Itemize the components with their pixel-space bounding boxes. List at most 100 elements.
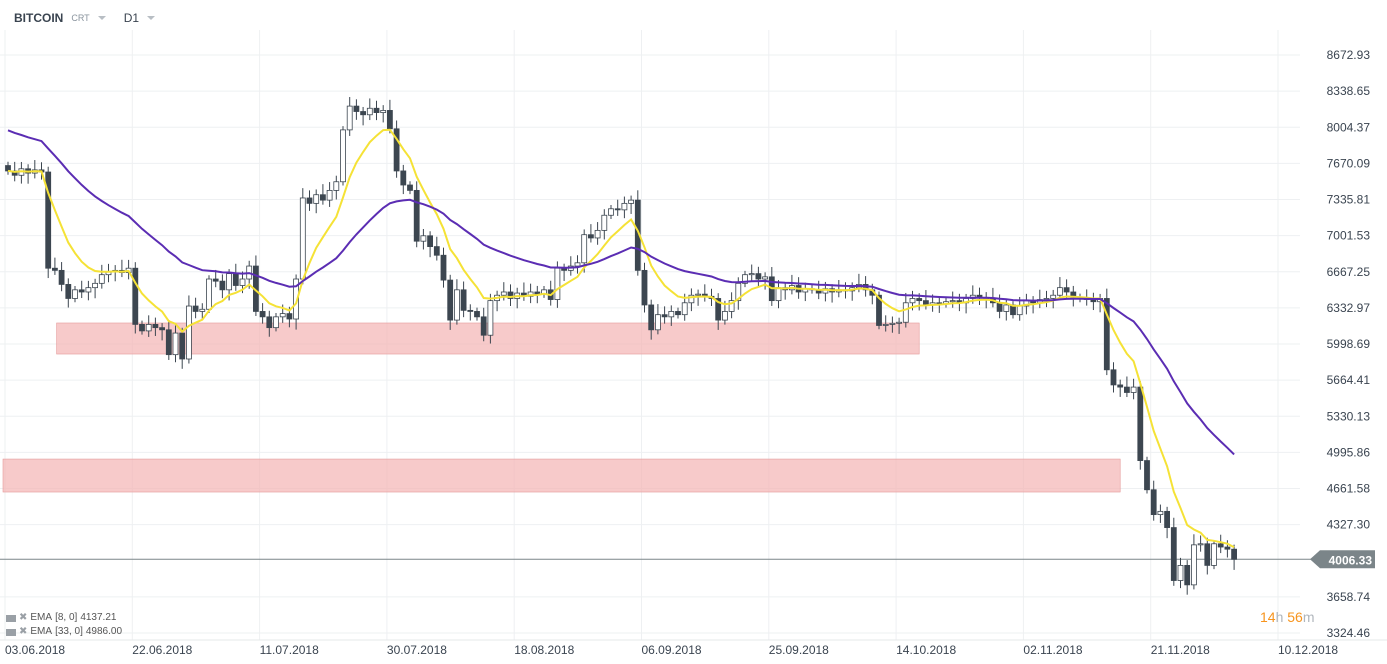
candle-bearish bbox=[427, 235, 434, 247]
candle-bullish bbox=[628, 199, 634, 204]
y-tick-label: 8338.65 bbox=[1327, 84, 1371, 98]
candle-bearish bbox=[219, 280, 226, 291]
candle-bullish bbox=[574, 262, 581, 267]
close-icon[interactable]: ✖ bbox=[19, 626, 28, 637]
candle-bearish bbox=[996, 302, 1003, 312]
candle-bullish bbox=[748, 273, 755, 276]
candle-bullish bbox=[594, 229, 601, 239]
candle-bullish bbox=[326, 190, 333, 201]
candle-bearish bbox=[614, 208, 621, 211]
candle-bearish bbox=[400, 170, 407, 186]
candle-bearish bbox=[360, 111, 367, 116]
candle-bullish bbox=[380, 110, 387, 113]
timer-hours: 14 bbox=[1260, 609, 1276, 625]
candle-bearish bbox=[1164, 510, 1170, 528]
timer-minutes: 56 bbox=[1287, 609, 1303, 625]
candle-bearish bbox=[139, 324, 145, 332]
chevron-down-icon[interactable] bbox=[147, 16, 156, 20]
candle-bearish bbox=[165, 329, 172, 356]
ema-8-line bbox=[7, 128, 1235, 549]
candle-bullish bbox=[145, 324, 152, 332]
candle-timer: 14h 56m bbox=[1260, 609, 1315, 625]
candle-bearish bbox=[916, 298, 923, 302]
candle-bullish bbox=[1057, 287, 1063, 296]
candle-bearish bbox=[440, 254, 447, 281]
symbol-label[interactable]: BITCOIN bbox=[14, 11, 64, 25]
x-tick-label: 11.07.2018 bbox=[260, 643, 319, 657]
chevron-down-icon[interactable] bbox=[97, 16, 106, 20]
candle-bearish bbox=[407, 184, 413, 191]
candle-bearish bbox=[661, 314, 668, 318]
candle-bearish bbox=[373, 107, 380, 113]
candle-bearish bbox=[1144, 460, 1150, 491]
candle-bearish bbox=[393, 128, 400, 172]
y-tick-label: 7001.53 bbox=[1327, 229, 1371, 243]
candle-bearish bbox=[179, 332, 186, 360]
candle-bullish bbox=[239, 278, 246, 286]
candle-bearish bbox=[433, 246, 440, 256]
y-tick-label: 6667.25 bbox=[1327, 265, 1371, 279]
candle-bullish bbox=[621, 202, 628, 211]
candle-bearish bbox=[58, 269, 65, 285]
candle-bearish bbox=[1110, 369, 1117, 386]
candle-bearish bbox=[132, 267, 139, 325]
candle-bearish bbox=[212, 278, 219, 282]
candle-bullish bbox=[1197, 543, 1204, 546]
candle-bullish bbox=[896, 321, 902, 324]
candle-bearish bbox=[1103, 298, 1110, 371]
candle-bullish bbox=[889, 322, 896, 325]
candle-bearish bbox=[1124, 386, 1130, 393]
y-tick-label: 3324.46 bbox=[1327, 626, 1371, 640]
x-tick-label: 30.07.2018 bbox=[387, 643, 447, 657]
candle-bearish bbox=[159, 327, 166, 331]
candle-bullish bbox=[1177, 564, 1184, 581]
current-price-value: 4006.33 bbox=[1329, 553, 1373, 567]
x-tick-label: 14.10.2018 bbox=[896, 643, 956, 657]
y-tick-label: 5998.69 bbox=[1327, 337, 1371, 351]
candle-bullish bbox=[185, 305, 192, 360]
chart-type-select[interactable]: CRT bbox=[71, 13, 90, 23]
candle-bearish bbox=[1184, 564, 1191, 586]
candle-bearish bbox=[876, 294, 882, 326]
candle-bearish bbox=[5, 165, 11, 172]
close-icon[interactable]: ✖ bbox=[19, 612, 28, 623]
candle-bearish bbox=[45, 171, 52, 269]
y-tick-label: 4995.86 bbox=[1327, 445, 1371, 459]
candle-bearish bbox=[259, 311, 266, 318]
y-tick-label: 8004.37 bbox=[1327, 120, 1371, 134]
candle-bearish bbox=[1150, 489, 1157, 516]
x-tick-label: 03.06.2018 bbox=[5, 643, 65, 657]
indicator-name: EMA bbox=[30, 626, 53, 637]
candle-bullish bbox=[742, 274, 748, 284]
candle-bearish bbox=[474, 311, 480, 318]
timeframe-select[interactable]: D1 bbox=[123, 11, 140, 25]
candle-bullish bbox=[273, 316, 279, 329]
candle-bullish bbox=[601, 214, 608, 231]
y-tick-label: 6332.97 bbox=[1327, 301, 1371, 315]
indicator-value: 4986.00 bbox=[85, 626, 123, 637]
candle-bearish bbox=[413, 190, 420, 242]
candle-bullish bbox=[882, 324, 889, 326]
indicator-params: [33, 0] bbox=[55, 626, 83, 637]
candle-bullish bbox=[775, 287, 782, 302]
candle-bullish bbox=[206, 278, 212, 310]
current-price-tag bbox=[1310, 550, 1375, 569]
candle-bearish bbox=[65, 284, 72, 299]
candle-bullish bbox=[92, 282, 98, 289]
settings-icon[interactable] bbox=[6, 614, 16, 622]
indicator-value: 4137.21 bbox=[80, 612, 117, 623]
candle-bearish bbox=[1117, 384, 1124, 388]
y-tick-label: 3658.74 bbox=[1327, 590, 1371, 604]
support-zone bbox=[2, 458, 1121, 493]
candle-bearish bbox=[1224, 546, 1231, 550]
candle-bullish bbox=[333, 181, 340, 191]
candle-bearish bbox=[192, 305, 199, 312]
legend-ema33: ✖ EMA [33, 0] 4986.00 bbox=[6, 625, 122, 639]
candle-bullish bbox=[172, 332, 179, 356]
candle-bullish bbox=[226, 273, 233, 291]
candle-bullish bbox=[1050, 294, 1057, 299]
y-tick-label: 5664.41 bbox=[1327, 373, 1371, 387]
ema-33-line bbox=[7, 129, 1235, 456]
settings-icon[interactable] bbox=[6, 628, 16, 636]
